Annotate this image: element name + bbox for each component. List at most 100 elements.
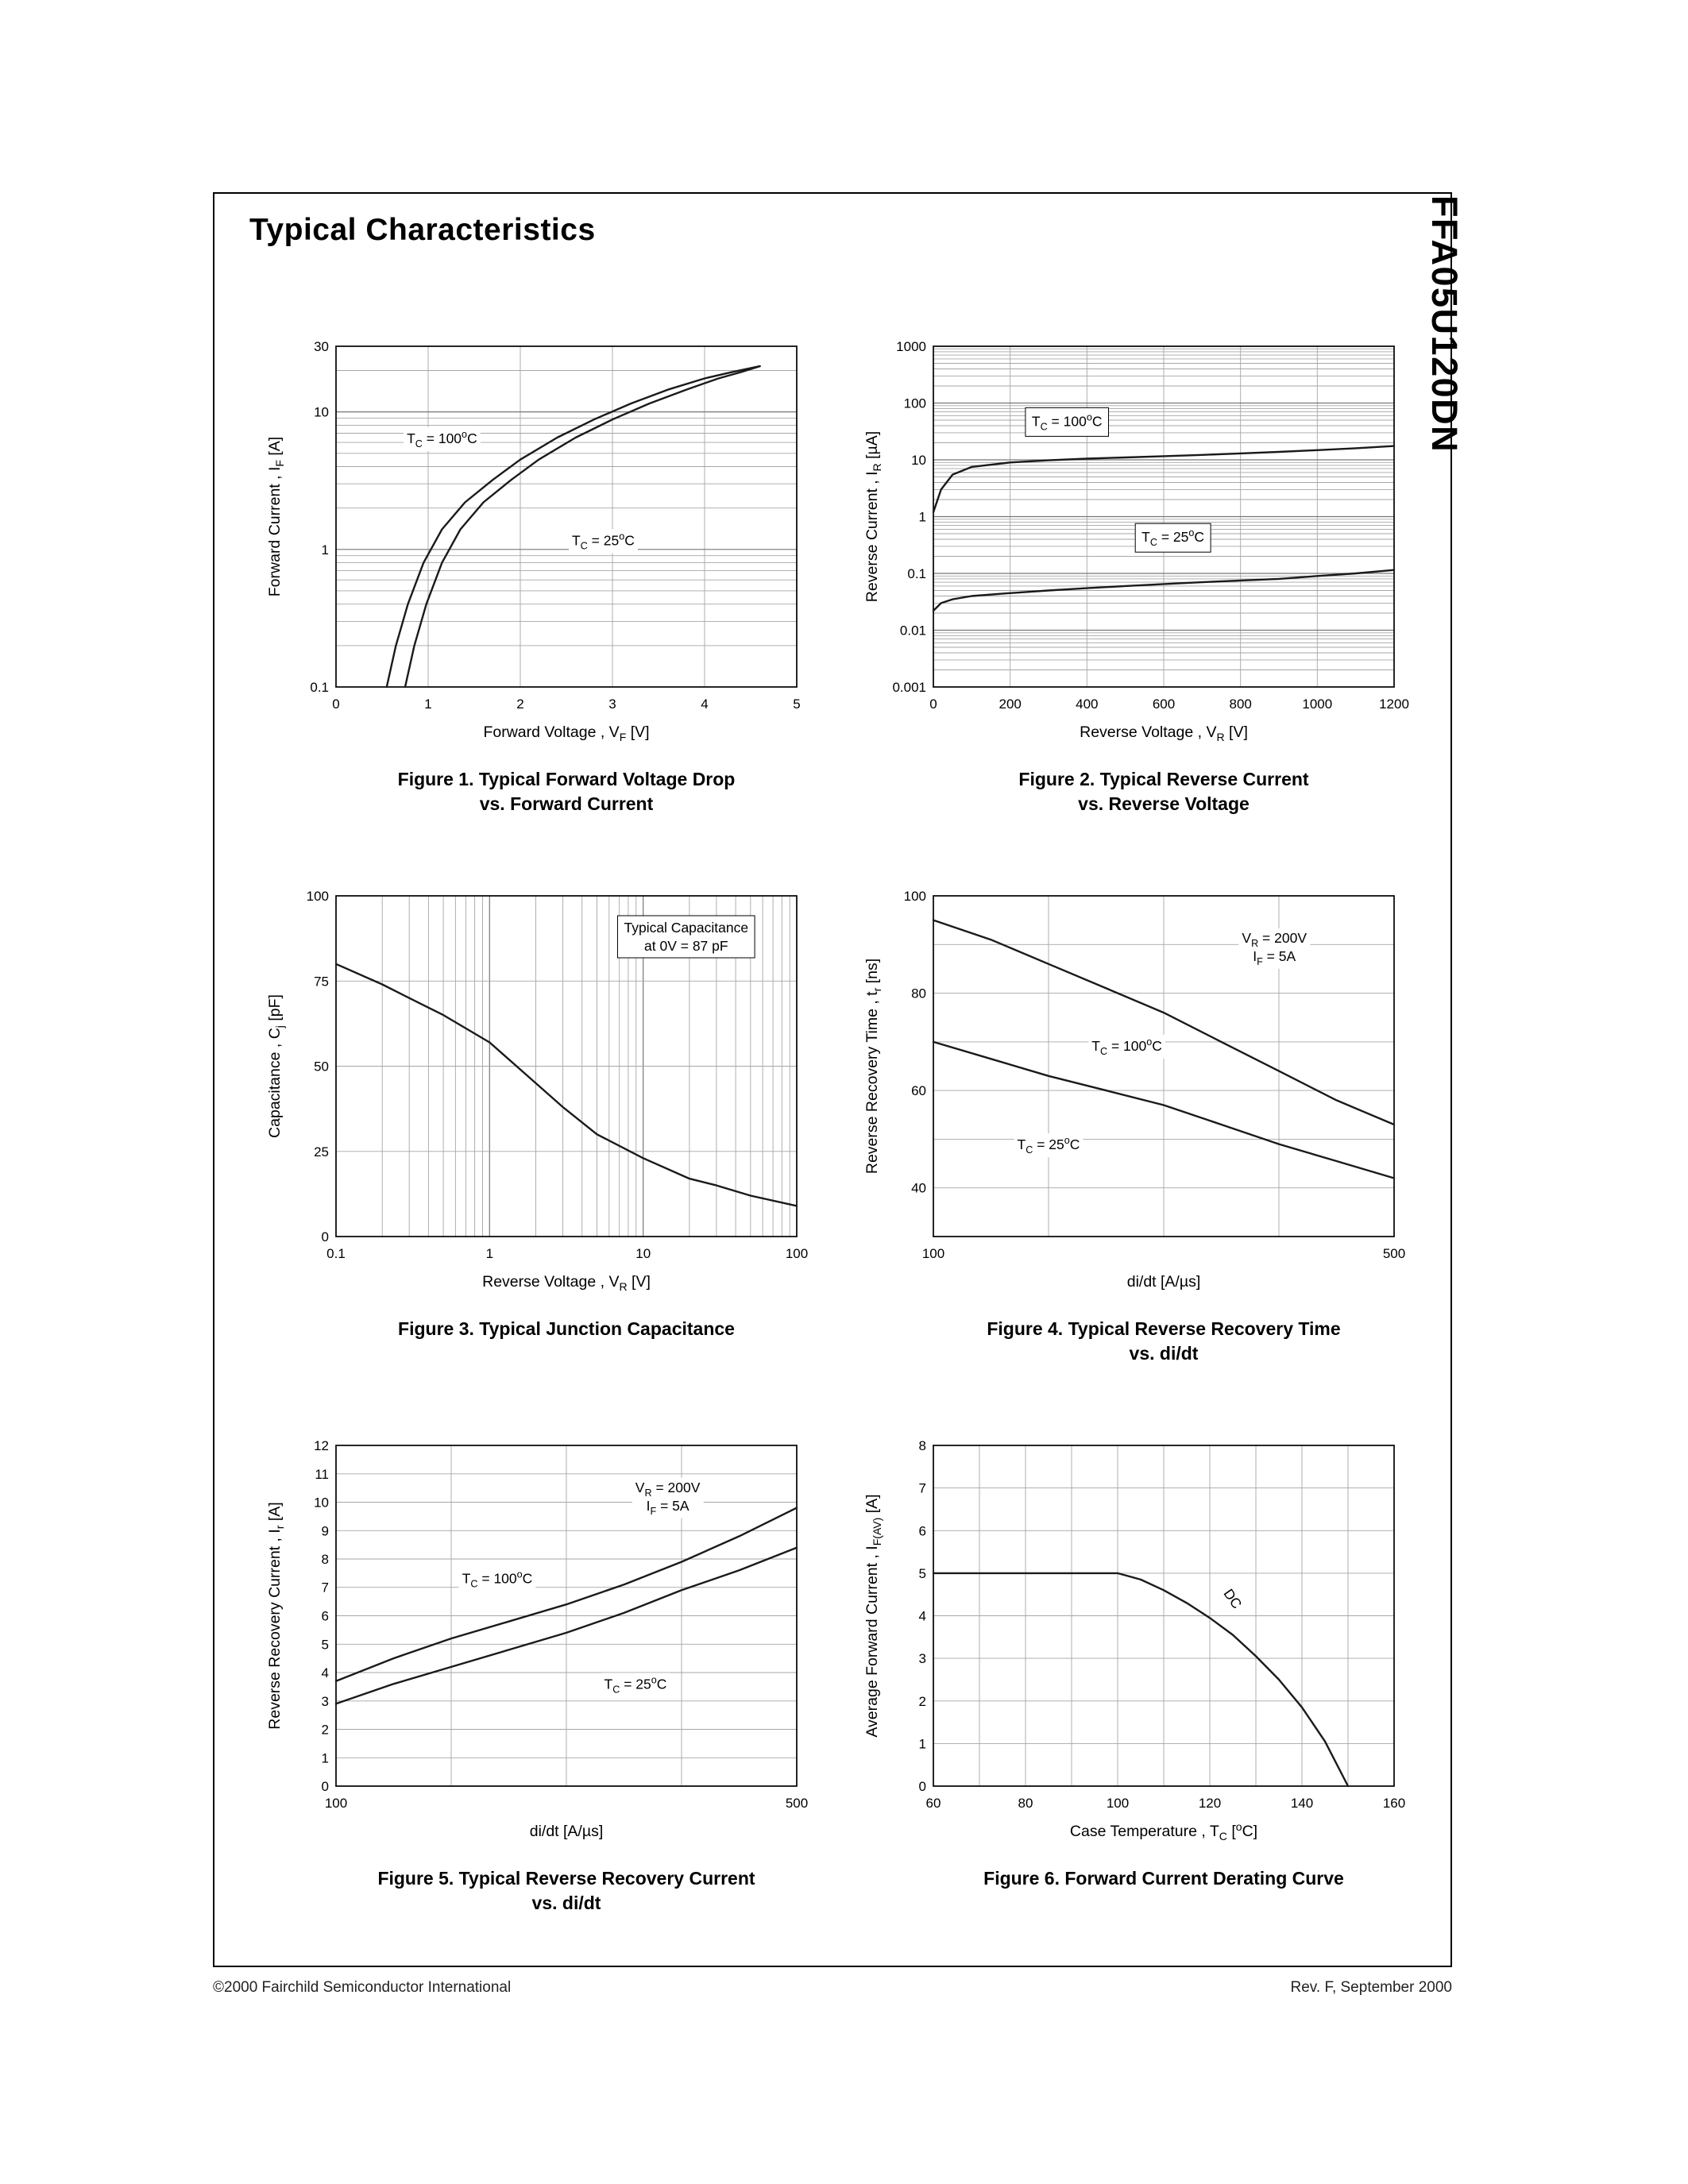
y-axis-label: Reverse Recovery Time , tr [ns]: [863, 959, 883, 1174]
footer-copyright: ©2000 Fairchild Semiconductor Internatio…: [213, 1979, 512, 1996]
forward-voltage-chart: TC = 100oC TC = 25oC 0 1 2 3 4 5 0.1 1 10 30 Forward…: [266, 339, 801, 743]
derating-curve-chart: DC 60 80 100 120 140 160 0 1 2 3 4 5 6 7 8 Case Temperat…: [863, 1438, 1405, 1843]
y-tick-label: 1: [322, 542, 329, 558]
x-tick-label: 200: [999, 696, 1022, 712]
y-tick-label: 25: [314, 1144, 329, 1160]
junction-capacitance-chart: Typical Capacitance at 0V = 87 pF 0.1 1 10 10…: [266, 889, 808, 1293]
figure-caption-line1: Figure 1. Typical Forward Voltage Drop: [397, 769, 736, 789]
figure-1-caption: Figure 1. Typical Forward Voltage Drop v…: [336, 767, 797, 816]
x-tick-label: 4: [701, 696, 708, 712]
y-axis-label: Average Forward Current , IF(AV) [A]: [863, 1495, 883, 1738]
y-tick-label: 6: [322, 1609, 329, 1624]
annotation: DC: [1217, 1582, 1249, 1615]
annotation: TC = 100oC: [458, 1567, 536, 1592]
figure-4-caption: Figure 4. Typical Reverse Recovery Time …: [933, 1317, 1394, 1366]
x-axis-label: Reverse Voltage , VR [V]: [1080, 723, 1248, 743]
plot-frame: [335, 345, 798, 688]
y-tick-label: 4: [322, 1665, 329, 1680]
y-tick-label: 1: [919, 510, 926, 525]
footer-revision: Rev. F, September 2000: [1290, 1979, 1452, 1996]
x-tick-label: 1200: [1379, 696, 1409, 712]
x-axis-label: Forward Voltage , VF [V]: [483, 723, 649, 743]
y-tick-label: 10: [911, 453, 926, 468]
x-tick-label: 60: [926, 1796, 941, 1811]
x-tick-label: 0: [929, 696, 937, 712]
svg-text:IF = 5A: IF = 5A: [647, 1498, 689, 1517]
series-curve: [932, 445, 1396, 513]
y-tick-label: 11: [315, 1467, 329, 1482]
y-tick-label: 0.1: [310, 680, 329, 695]
figure-5: VR = 200V IF = 5A TC = 100oC TC = 25oC 100 50…: [261, 1433, 809, 1916]
svg-text:TC = 25oC: TC = 25oC: [572, 531, 635, 552]
x-tick-label: 400: [1076, 696, 1098, 712]
figure-4: VR = 200V IF = 5A TC = 100oC TC = 25oC 100 50…: [858, 883, 1406, 1366]
y-tick-label: 10: [314, 405, 329, 420]
svg-text:TC = 100oC: TC = 100oC: [1091, 1036, 1162, 1057]
x-tick-label: 140: [1291, 1796, 1313, 1811]
x-tick-label: 500: [786, 1796, 808, 1811]
figure-caption-line1: Figure 5. Typical Reverse Recovery Curre…: [377, 1868, 755, 1889]
svg-text:at 0V = 87 pF: at 0V = 87 pF: [644, 938, 728, 954]
y-tick-label: 50: [314, 1059, 329, 1075]
y-tick-label: 9: [322, 1523, 329, 1538]
y-tick-label: 60: [911, 1083, 926, 1098]
x-tick-label: 0.1: [326, 1246, 346, 1261]
figure-1: TC = 100oC TC = 25oC 0 1 2 3 4 5 0.1 1 10 30 Forward…: [261, 334, 809, 816]
figure-caption-line2: vs. di/dt: [531, 1893, 601, 1914]
y-tick-label: 7: [919, 1481, 926, 1496]
reverse-current-chart: TC = 100oC TC = 25oC 0 200 400 600 800 1000 1200…: [863, 339, 1409, 743]
page-title: Typical Characteristics: [249, 213, 596, 247]
figures-grid: TC = 100oC TC = 25oC 0 1 2 3 4 5 0.1 1 10 30 Forward…: [261, 334, 1409, 1916]
y-axis-label: Capacitance , Cj [pF]: [266, 994, 286, 1138]
svg-text:TC = 100oC: TC = 100oC: [1032, 411, 1103, 432]
y-tick-label: 100: [307, 889, 329, 904]
x-tick-label: 500: [1383, 1246, 1405, 1261]
y-tick-label: 8: [322, 1552, 329, 1567]
x-tick-label: 3: [608, 696, 616, 712]
x-tick-label: 1: [424, 696, 431, 712]
y-axis-label: Reverse Recovery Current , Ir [A]: [266, 1502, 286, 1729]
y-tick-label: 8: [919, 1438, 926, 1453]
y-tick-label: 10: [314, 1495, 329, 1511]
x-tick-label: 100: [786, 1246, 808, 1261]
figure-6-caption: Figure 6. Forward Current Derating Curve: [933, 1866, 1394, 1914]
y-tick-label: 4: [919, 1609, 926, 1624]
content-border-box: Typical Characteristics TC = 100oC TC = 2…: [213, 192, 1452, 1967]
series-curve: [932, 919, 1396, 1126]
y-tick-label: 0.01: [900, 623, 926, 639]
annotation: Typical Capacitance at 0V = 87 pF: [617, 915, 755, 959]
series-curve: [404, 365, 761, 689]
x-tick-label: 100: [325, 1796, 347, 1811]
y-tick-label: 12: [314, 1438, 329, 1453]
series-curve: [334, 1507, 798, 1683]
x-tick-label: 1: [486, 1246, 493, 1261]
y-tick-label: 0: [322, 1229, 329, 1244]
plot-frame: [335, 895, 798, 1237]
plot-frame: [933, 1445, 1395, 1788]
y-tick-label: 2: [322, 1723, 329, 1738]
annotation: TC = 25oC: [569, 529, 638, 554]
annotation: TC = 25oC: [601, 1673, 670, 1697]
series-curve: [932, 1040, 1396, 1179]
y-tick-label: 100: [904, 889, 926, 904]
y-tick-label: 0.001: [892, 680, 926, 695]
svg-text:TC = 25oC: TC = 25oC: [1018, 1135, 1080, 1156]
y-tick-label: 5: [322, 1637, 329, 1652]
figure-3: Typical Capacitance at 0V = 87 pF 0.1 1 10 10…: [261, 883, 809, 1366]
svg-text:VR = 200V: VR = 200V: [635, 1480, 701, 1499]
y-tick-label: 3: [322, 1694, 329, 1709]
y-tick-label: 0: [919, 1779, 926, 1794]
series-curve: [385, 365, 761, 689]
x-axis-label: di/dt [A/µs]: [1127, 1273, 1201, 1291]
svg-text:VR = 200V: VR = 200V: [1242, 930, 1307, 949]
x-axis-label: Case Temperature , TC [oC]: [1070, 1820, 1257, 1843]
plot-frame: [933, 345, 1395, 688]
page-footer: ©2000 Fairchild Semiconductor Internatio…: [213, 1979, 1452, 1997]
y-tick-label: 6: [919, 1523, 926, 1538]
svg-text:TC = 25oC: TC = 25oC: [1141, 527, 1204, 548]
annotation: TC = 100oC: [1088, 1034, 1165, 1059]
y-axis-label: Reverse Current , IR [µA]: [863, 431, 883, 602]
annotation: TC = 25oC: [1014, 1133, 1083, 1158]
